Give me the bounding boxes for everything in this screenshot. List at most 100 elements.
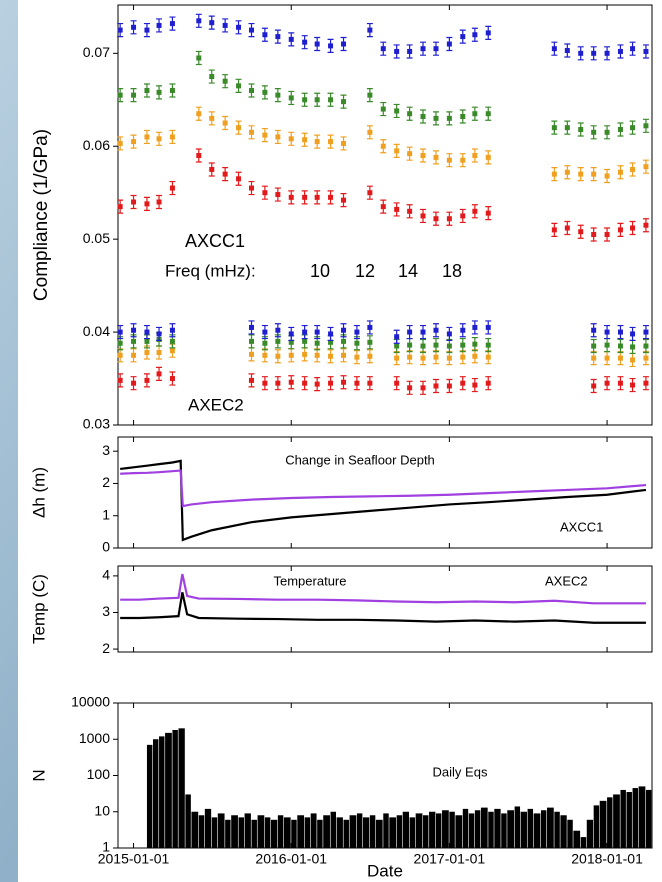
y-tick-label: 3: [102, 442, 110, 458]
bar: [638, 786, 646, 848]
data-point: [643, 380, 649, 386]
data-point: [380, 143, 386, 149]
data-point: [236, 176, 242, 182]
bar: [409, 817, 416, 848]
bar: [580, 837, 587, 848]
bar: [146, 744, 153, 848]
data-point: [288, 136, 294, 142]
data-point: [156, 331, 162, 337]
bar: [501, 813, 507, 848]
bar: [251, 819, 257, 848]
bar: [645, 789, 652, 848]
data-point: [131, 380, 137, 386]
data-point: [249, 377, 254, 383]
data-point: [643, 343, 649, 349]
data-point: [604, 342, 610, 348]
data-point: [262, 89, 268, 95]
data-point: [472, 32, 478, 38]
data-point: [472, 324, 478, 330]
data-point: [169, 185, 175, 191]
data-point: [617, 48, 623, 54]
data-point: [407, 151, 413, 157]
data-point: [196, 18, 202, 24]
data-point: [380, 106, 386, 112]
data-point: [604, 173, 610, 179]
bar: [402, 811, 410, 848]
site-label: AXEC2: [188, 395, 244, 414]
data-point: [209, 20, 215, 26]
data-point: [117, 92, 123, 98]
data-point: [472, 353, 478, 359]
data-point: [302, 338, 308, 344]
bar: [540, 810, 547, 848]
bar: [560, 815, 567, 848]
data-point: [433, 327, 439, 333]
data-point: [302, 351, 308, 357]
bar: [323, 815, 330, 848]
y-tick-label: 1000: [79, 730, 110, 746]
data-point: [578, 229, 584, 235]
data-point: [591, 327, 597, 333]
data-point: [288, 379, 294, 385]
y-tick-label: 3: [102, 603, 110, 619]
bar: [277, 815, 284, 848]
bar: [304, 817, 311, 848]
data-point: [472, 341, 478, 347]
data-point: [367, 339, 373, 345]
data-point: [117, 204, 123, 210]
data-point: [485, 380, 491, 386]
data-point: [446, 355, 452, 361]
data-point: [288, 339, 294, 345]
data-point: [341, 379, 347, 385]
bar: [429, 811, 436, 848]
plot-frame: [117, 4, 653, 426]
data-point: [328, 194, 334, 200]
data-point: [446, 343, 452, 349]
y-tick-label: 2: [102, 474, 110, 490]
data-point: [591, 129, 597, 135]
data-point: [433, 354, 439, 360]
data-point: [617, 329, 623, 335]
data-point: [485, 324, 491, 330]
bar: [225, 819, 231, 848]
data-point: [328, 139, 334, 145]
data-point: [578, 171, 584, 177]
legend-entry: 10: [310, 261, 330, 281]
data-point: [591, 383, 597, 389]
data-point: [551, 171, 557, 177]
line-series: [120, 469, 647, 508]
data-point: [446, 115, 452, 121]
data-point: [328, 380, 334, 386]
data-point: [643, 222, 649, 228]
data-point: [367, 27, 373, 33]
data-point: [420, 329, 426, 335]
x-tick-label: 2017-01-01: [414, 851, 486, 867]
line-series: [120, 592, 646, 624]
y-tick-label: 0.05: [83, 230, 110, 246]
bar: [415, 813, 423, 848]
bar: [291, 819, 297, 848]
data-point: [328, 43, 334, 49]
data-point: [117, 329, 123, 335]
data-point: [604, 355, 610, 361]
data-point: [314, 352, 320, 358]
bar: [632, 788, 639, 848]
data-point: [236, 125, 242, 131]
data-point: [156, 199, 162, 205]
data-point: [407, 329, 413, 335]
data-point: [328, 97, 334, 103]
data-point: [578, 50, 584, 56]
data-point: [407, 48, 413, 54]
bar: [172, 729, 178, 848]
data-point: [354, 329, 360, 335]
data-point: [131, 338, 137, 344]
data-point: [169, 134, 175, 140]
line-series: [120, 459, 647, 542]
panel-title: Temperature: [274, 573, 347, 588]
data-point: [302, 329, 308, 335]
data-point: [288, 36, 294, 42]
data-point: [144, 201, 150, 207]
data-point: [630, 225, 636, 231]
data-point: [144, 27, 150, 33]
data-point: [630, 357, 636, 363]
